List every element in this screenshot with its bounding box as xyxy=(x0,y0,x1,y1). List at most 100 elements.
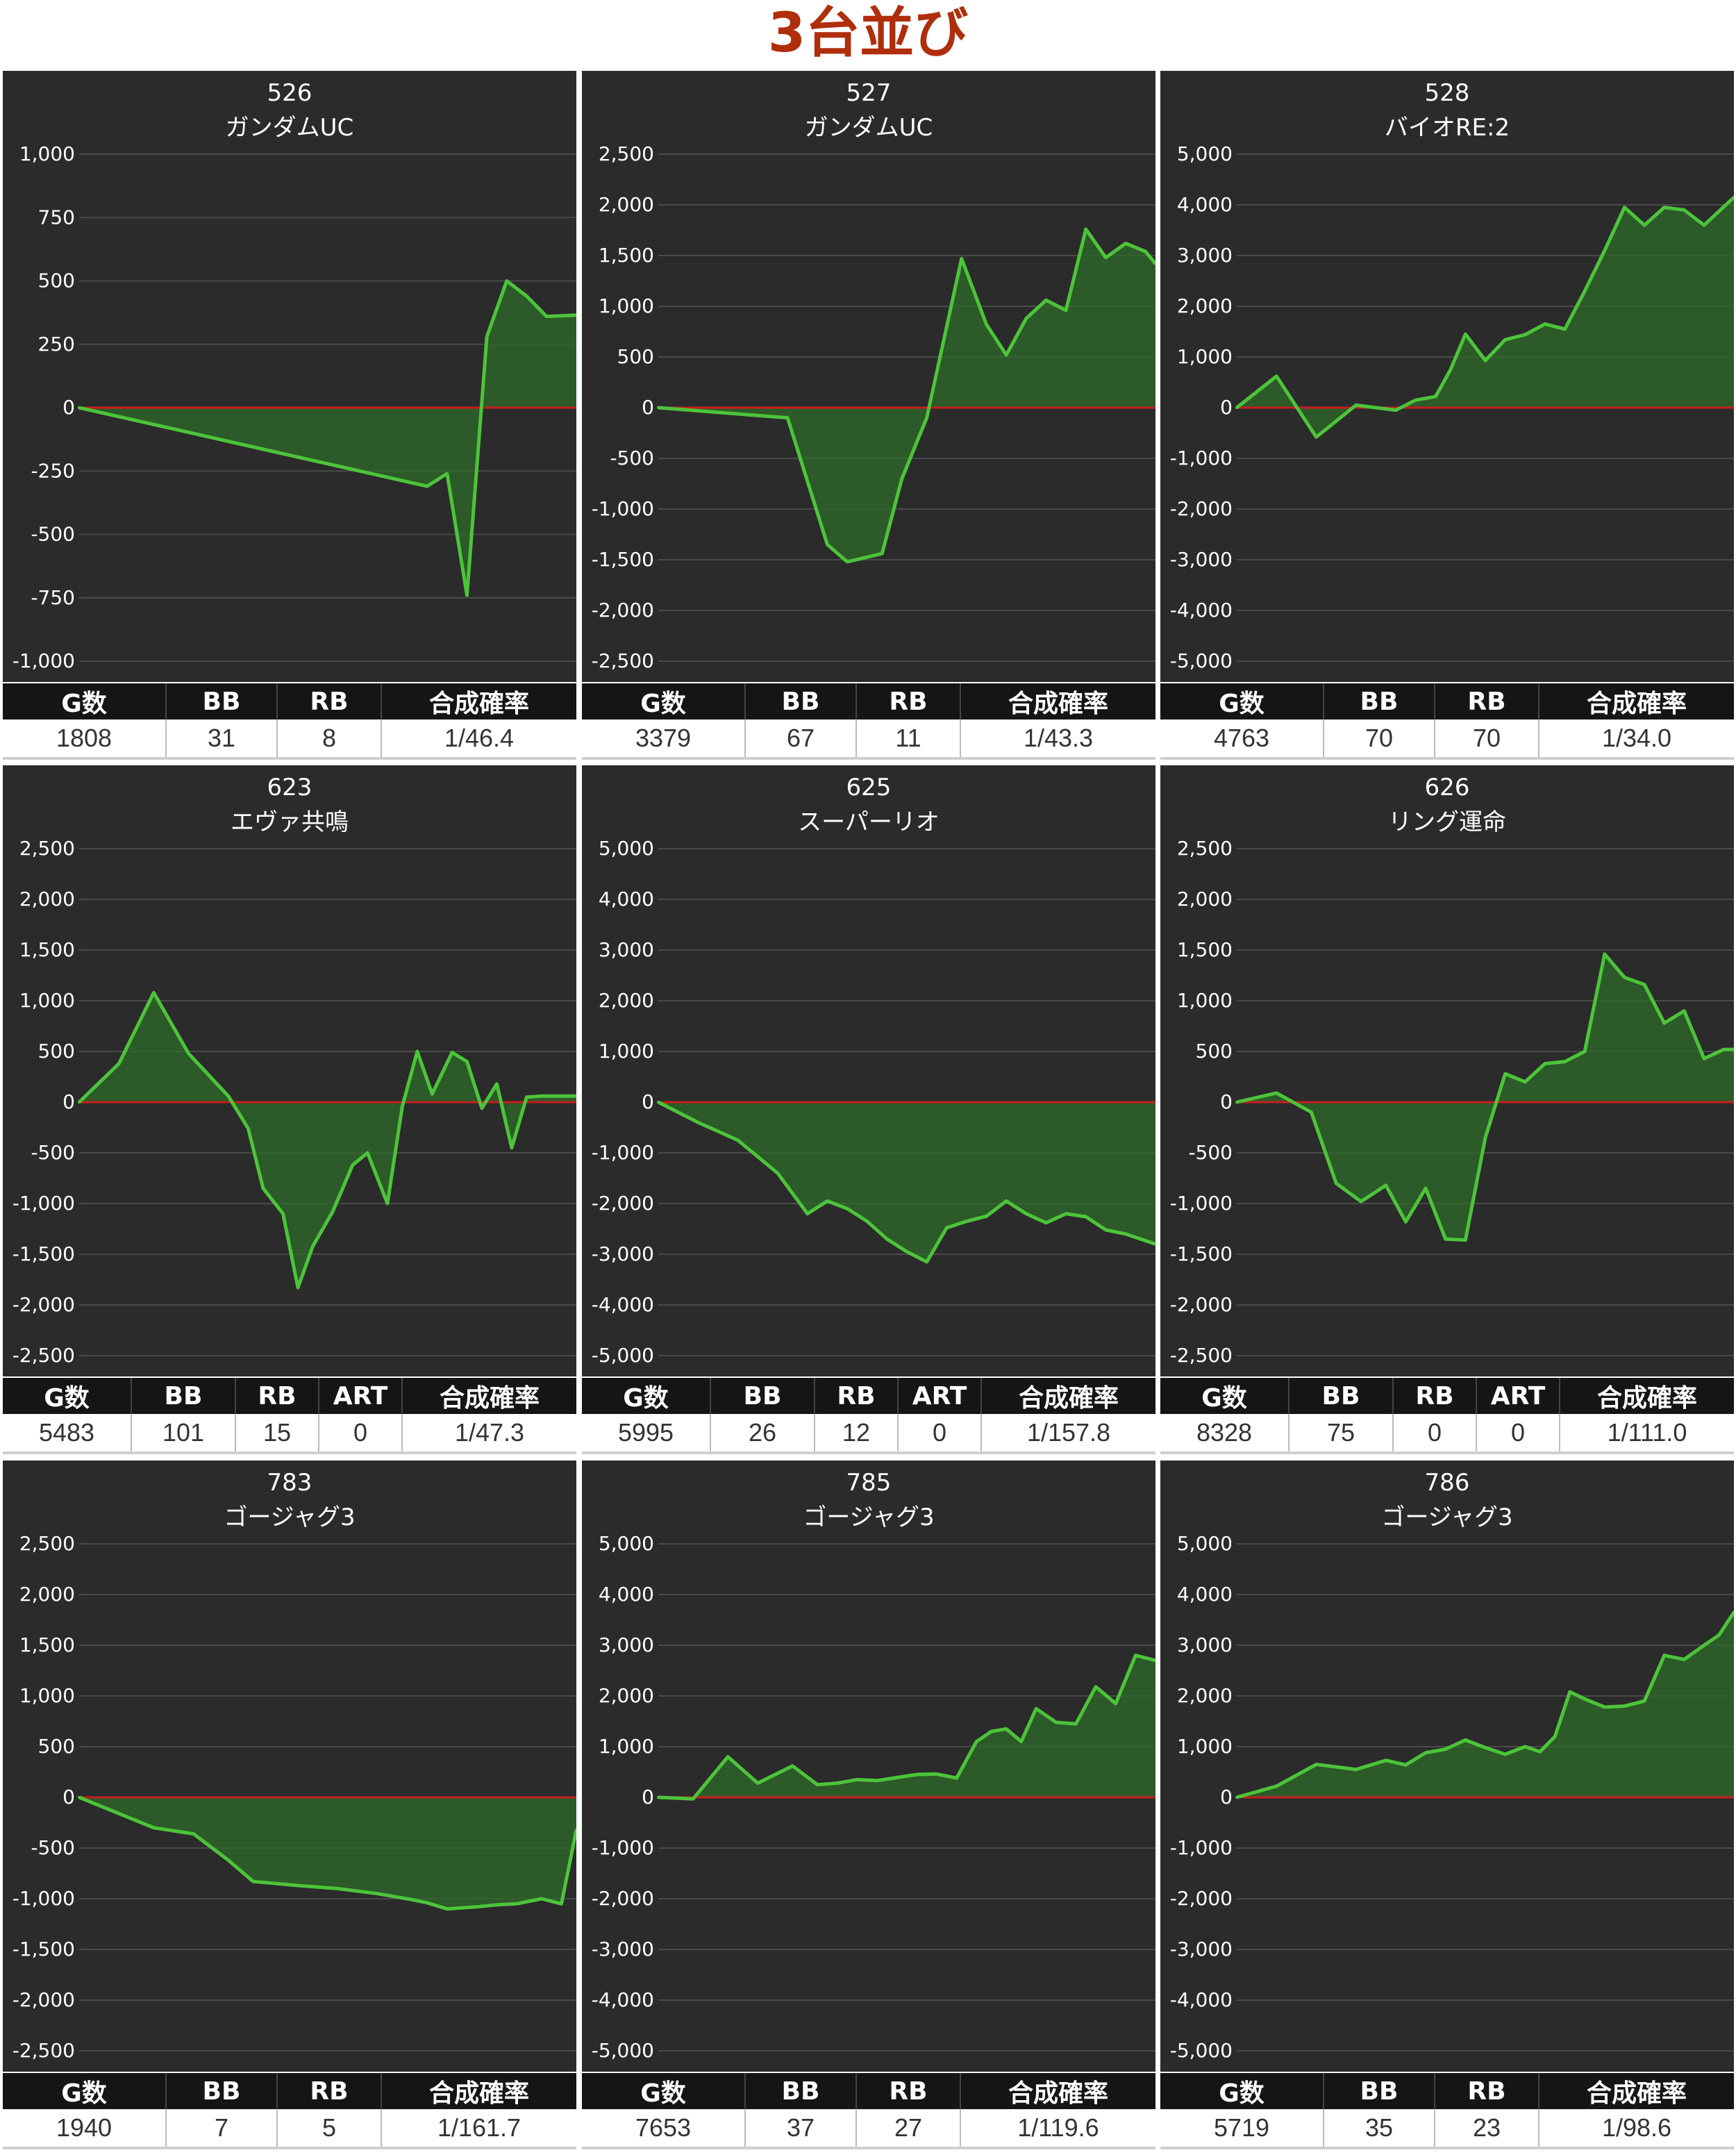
y-tick-label: -1,000 xyxy=(1170,1836,1233,1859)
y-tick-label: -2,500 xyxy=(1170,1344,1233,1367)
stats-header-cell: G数 xyxy=(1160,683,1324,719)
y-tick-label: 0 xyxy=(642,396,654,419)
data-point xyxy=(401,1104,404,1108)
data-point xyxy=(856,1778,859,1781)
data-point xyxy=(1154,262,1155,265)
y-tick-label: -5,000 xyxy=(592,2039,654,2062)
data-point xyxy=(1314,1763,1318,1766)
data-point xyxy=(1104,1228,1108,1231)
data-point xyxy=(117,1062,121,1065)
y-tick-label: 2,000 xyxy=(1177,888,1233,910)
data-point xyxy=(960,257,963,260)
data-point xyxy=(1503,1752,1507,1756)
data-point xyxy=(1275,1091,1278,1095)
machine-name: ゴージャグ3 xyxy=(224,1504,356,1531)
stats-header-cell: RB xyxy=(857,2073,961,2109)
series-area xyxy=(79,992,576,1288)
y-tick-label: 5,000 xyxy=(599,1532,654,1555)
data-point xyxy=(876,1779,879,1782)
stats-header-cell: G数 xyxy=(3,2073,167,2109)
data-point xyxy=(1722,1048,1726,1051)
y-tick-label: 0 xyxy=(62,396,75,419)
data-point xyxy=(1603,1706,1606,1709)
y-tick-label: 4,000 xyxy=(1177,1583,1233,1606)
data-point xyxy=(1394,408,1398,412)
y-tick-label: 2,500 xyxy=(19,837,75,860)
data-point xyxy=(975,1740,978,1743)
y-tick-label: -5,000 xyxy=(1170,2039,1233,2062)
data-point xyxy=(1553,1735,1557,1738)
y-tick-label: 500 xyxy=(38,269,75,292)
stats-value-cell: 15 xyxy=(236,1414,319,1451)
data-point xyxy=(187,1051,190,1055)
stats-header-cell: RB xyxy=(1435,683,1539,719)
data-point xyxy=(657,1796,660,1799)
data-point xyxy=(426,485,429,488)
stats-value-cell: 1/157.8 xyxy=(1026,1418,1111,1447)
data-point xyxy=(816,1783,819,1786)
data-point xyxy=(1662,1654,1666,1657)
data-point xyxy=(297,1286,300,1290)
stats-values-row: 3379 67 11 1/43.3 xyxy=(582,719,1155,760)
data-point xyxy=(935,1772,938,1776)
data-point xyxy=(1354,403,1358,407)
stats-header-cell: 合成確率 xyxy=(439,1384,540,1413)
data-point xyxy=(475,1905,478,1908)
unit-number: 785 xyxy=(846,1469,892,1497)
data-point xyxy=(1717,1633,1721,1637)
data-point xyxy=(152,1826,156,1829)
stats-header-row: G数 BB RB 合成確率 xyxy=(582,2073,1155,2109)
chart-panel: 785 ゴージャグ3 5,000 4,000 3,000 2,000 1,000 0 -1,00… xyxy=(582,1461,1155,2155)
y-tick-label: -2,500 xyxy=(12,1344,75,1367)
stats-header-cell: BB xyxy=(1324,683,1435,719)
data-point xyxy=(1643,983,1646,986)
y-tick-label: 1,500 xyxy=(19,1633,75,1656)
data-point xyxy=(1144,250,1147,253)
stats-value-cell: 5 xyxy=(278,2109,382,2147)
stats-header-cell: BB xyxy=(132,1378,236,1414)
y-tick-label: -2,000 xyxy=(592,599,654,622)
data-point xyxy=(1404,1220,1408,1224)
data-point xyxy=(78,1101,81,1104)
data-point xyxy=(540,1897,543,1900)
stats-value-cell: 70 xyxy=(1324,719,1435,757)
y-tick-label: -250 xyxy=(31,459,75,482)
data-point xyxy=(465,1060,469,1063)
data-point xyxy=(846,1207,849,1210)
data-point xyxy=(1484,359,1487,363)
y-tick-label: 0 xyxy=(642,1090,654,1113)
y-tick-label: 1,000 xyxy=(19,142,75,165)
data-point xyxy=(1335,1181,1338,1185)
data-point xyxy=(1464,1238,1467,1242)
stats-value-cell: 7653 xyxy=(582,2109,746,2147)
data-point xyxy=(657,406,660,409)
data-point xyxy=(1662,206,1666,209)
y-tick-label: 500 xyxy=(617,345,654,368)
chart-area: 783 ゴージャグ3 2,500 2,000 1,500 1,000 500 0 -500 -1,… xyxy=(3,1461,576,2072)
data-point xyxy=(1104,256,1108,259)
stats-value-cell: 5719 xyxy=(1160,2109,1324,2147)
y-tick-label: -4,000 xyxy=(592,1988,654,2011)
data-point xyxy=(1094,1685,1098,1688)
y-tick-label: -2,500 xyxy=(12,2039,75,2062)
stats-header-cell: BB xyxy=(167,2073,278,2109)
machine-name: エヴァ共鳴 xyxy=(231,808,349,836)
data-point xyxy=(281,1212,285,1215)
y-tick-label: -1,000 xyxy=(12,649,75,672)
data-point xyxy=(900,477,903,481)
y-tick-label: 1,000 xyxy=(1177,345,1233,368)
stats-values-row: 5995 26 12 0 1/157.8 xyxy=(582,1414,1155,1454)
y-tick-label: 2,000 xyxy=(1177,1684,1233,1707)
stats-header-cell: 合成確率 xyxy=(1008,2079,1108,2108)
y-tick-label: 0 xyxy=(1220,1090,1233,1113)
stats-header-cell: G数 xyxy=(582,2073,746,2109)
stats-value-cell: 1/119.6 xyxy=(1017,2113,1099,2142)
y-tick-label: 1,000 xyxy=(599,1735,654,1758)
data-point xyxy=(835,1781,839,1785)
y-tick-label: -4,000 xyxy=(592,1293,654,1316)
data-point xyxy=(1563,1060,1567,1063)
data-point xyxy=(1360,1200,1362,1204)
data-point xyxy=(791,1764,794,1767)
y-tick-label: 1,500 xyxy=(599,244,654,267)
stats-value-cell: 5995 xyxy=(582,1414,711,1451)
